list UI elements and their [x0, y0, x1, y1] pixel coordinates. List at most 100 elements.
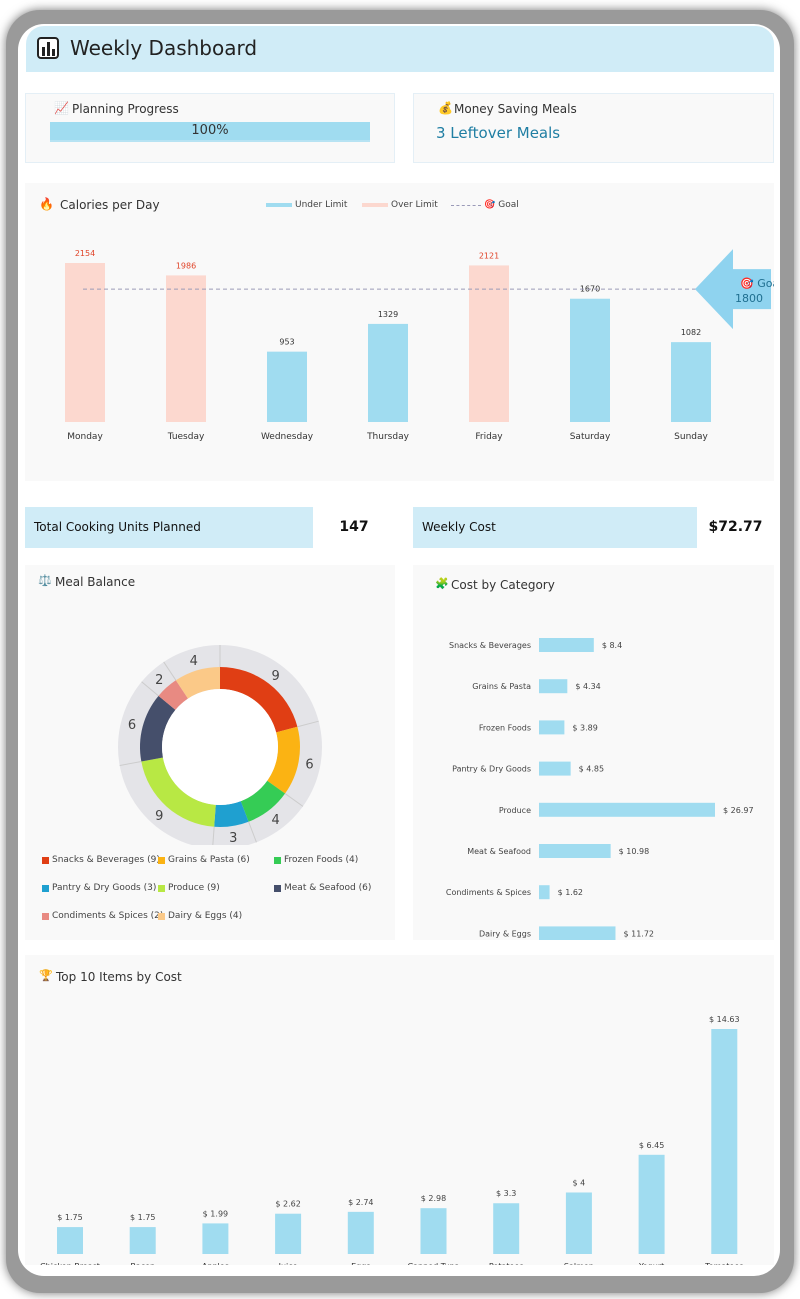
calorie-bar: [469, 265, 509, 422]
item-cost-bar: [493, 1203, 520, 1254]
cost-value-label: $ 4.85: [579, 765, 604, 774]
donut-slice: [214, 801, 249, 827]
item-name-label: Potatoes: [489, 1262, 524, 1265]
category-label: Snacks & Beverages: [449, 641, 531, 650]
day-label: Friday: [475, 432, 503, 442]
cost-bar: [539, 638, 594, 652]
donut-divider: [119, 761, 142, 767]
leftover-meals-value: 3 Leftover Meals: [436, 124, 561, 142]
cost-bar: [539, 926, 616, 940]
cost-bar: [539, 844, 611, 858]
item-name-label: Apples: [202, 1262, 229, 1265]
legend-item: Pantry & Dry Goods (3): [42, 883, 156, 893]
item-cost-bar: [275, 1213, 302, 1254]
legend-goal: 🎯 Goal: [451, 200, 519, 210]
item-name-label: Tomatoes: [704, 1262, 743, 1265]
top-items-panel: 🏆 Top 10 Items by Cost $ 1.75 Chicken Bre…: [25, 955, 774, 1265]
item-cost-label: $ 2.62: [275, 1200, 300, 1209]
goal-marker-value: 1800: [735, 292, 763, 305]
item-cost-label: $ 1.75: [57, 1213, 82, 1222]
progress-bar: 100%: [50, 122, 370, 142]
donut-slice: [141, 757, 216, 827]
cost-bar: [539, 720, 565, 735]
top-items-chart: $ 1.75 Chicken Breast $ 1.75 Bacon $ 1.99 App…: [40, 1015, 743, 1265]
donut-hole: [162, 689, 278, 805]
cost-category-chart: Snacks & Beverages $ 8.4 Grains & Pasta $ 4…: [446, 638, 754, 940]
trophy-icon: 🏆: [39, 969, 53, 982]
meal-balance-title: Meal Balance: [55, 575, 136, 589]
calorie-value-label: 1082: [681, 328, 701, 337]
item-cost-label: $ 1.99: [203, 1209, 228, 1218]
category-label: Grains & Pasta: [472, 682, 531, 691]
donut-value-label: 3: [229, 831, 237, 845]
calorie-value-label: 1329: [378, 310, 398, 319]
money-saving-title: Money Saving Meals: [454, 102, 577, 116]
item-cost-label: $ 2.98: [421, 1194, 446, 1203]
meal-balance-panel: ⚖️ Meal Balance 9 6 4 3 9 6 2 4 Snacks & Bevera…: [25, 565, 395, 940]
donut-slice: [220, 667, 298, 733]
item-cost-label: $ 1.75: [130, 1213, 155, 1222]
item-cost-label: $ 6.45: [639, 1141, 664, 1150]
cost-bar: [539, 679, 568, 694]
donut-slice: [175, 667, 220, 699]
legend-item: Snacks & Beverages (9): [42, 855, 160, 865]
cost-value-label: $ 10.98: [619, 847, 650, 856]
category-label: Condiments & Spices: [446, 888, 531, 897]
page-title: Weekly Dashboard: [70, 36, 258, 60]
top-items-title: Top 10 Items by Cost: [56, 970, 182, 984]
calories-panel: 🔥 Calories per Day Under Limit Over Limi…: [25, 183, 774, 481]
scale-icon: ⚖️: [38, 574, 52, 587]
calorie-value-label: 1986: [176, 261, 196, 270]
goal-marker-label: 🎯 Goal: [740, 277, 774, 290]
item-name-label: Juice: [278, 1262, 298, 1265]
calorie-bar: [166, 275, 206, 422]
donut-value-label: 4: [190, 654, 198, 669]
legend-item: Frozen Foods (4): [274, 855, 358, 865]
item-cost-bar: [347, 1211, 374, 1254]
item-name-label: Yogurt: [638, 1262, 664, 1265]
category-label: Meat & Seafood: [467, 847, 531, 856]
item-cost-bar: [57, 1227, 83, 1254]
legend-over-limit: Over Limit: [362, 200, 438, 210]
calorie-bar: [267, 351, 307, 422]
puzzle-icon: 🧩: [435, 577, 449, 590]
item-cost-bar: [420, 1208, 447, 1254]
weekly-cost-value: $72.77: [697, 507, 774, 548]
cooking-units-value: 147: [313, 507, 395, 548]
dashboard: Weekly Dashboard 📈 Planning Progress 100…: [18, 24, 780, 1276]
weekly-cost-label: Weekly Cost: [413, 507, 697, 548]
donut-value-label: 6: [305, 758, 313, 773]
donut-divider: [297, 720, 319, 728]
legend-item: Meat & Seafood (6): [274, 883, 371, 893]
cost-category-title: Cost by Category: [451, 578, 555, 592]
donut-slice: [240, 780, 286, 822]
donut-value-label: 6: [128, 718, 136, 733]
calorie-bar: [671, 342, 711, 422]
calorie-value-label: 953: [279, 338, 294, 347]
day-label: Saturday: [570, 432, 611, 442]
calories-title: Calories per Day: [60, 198, 160, 212]
money-saving-card: 💰 Money Saving Meals 3 Leftover Meals: [413, 93, 774, 163]
day-label: Thursday: [366, 432, 410, 442]
cost-value-label: $ 1.62: [558, 888, 583, 897]
cost-value-label: $ 11.72: [623, 929, 654, 938]
item-name-label: Chicken Breast: [40, 1262, 100, 1265]
day-label: Tuesday: [167, 432, 205, 442]
cost-bar: [539, 761, 571, 776]
planning-progress-card: 📈 Planning Progress 100%: [25, 93, 395, 163]
cost-value-label: $ 8.4: [602, 641, 622, 650]
category-label: Dairy & Eggs: [479, 929, 531, 938]
fire-icon: 🔥: [39, 197, 54, 211]
calories-chart: 2154 Monday 1986 Tuesday 953 Wednesday 1329 Thu…: [65, 249, 774, 442]
money-bag-icon: 💰: [438, 101, 453, 115]
legend-item: Dairy & Eggs (4): [158, 911, 242, 921]
bar-chart-icon: [37, 37, 59, 59]
item-cost-label: $ 4: [573, 1178, 586, 1187]
donut-divider: [284, 793, 304, 807]
item-cost-label: $ 14.63: [709, 1015, 740, 1024]
legend-item: Grains & Pasta (6): [158, 855, 250, 865]
donut-slice: [267, 726, 300, 794]
item-cost-label: $ 2.74: [348, 1198, 373, 1207]
item-name-label: Salmon: [564, 1262, 594, 1265]
cost-bar: [539, 885, 550, 900]
